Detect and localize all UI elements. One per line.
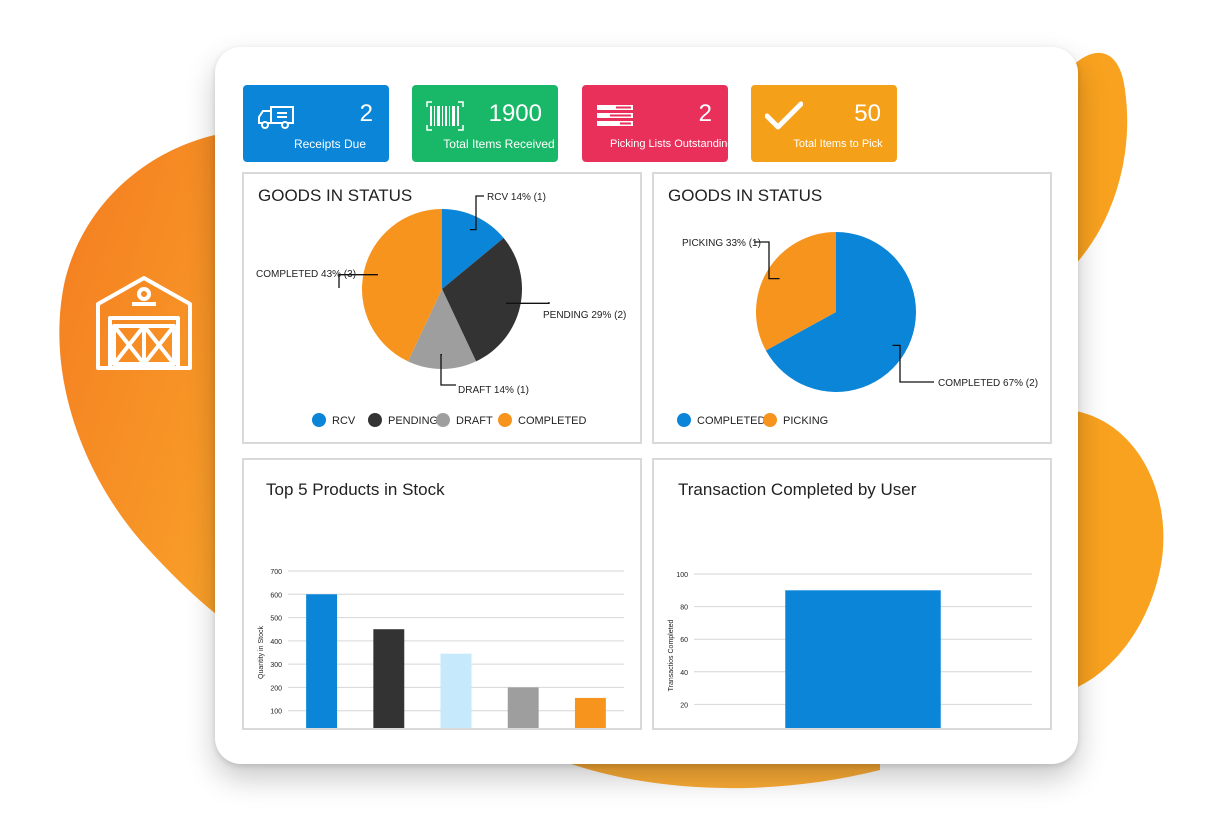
bar-tim-payne[interactable]: [785, 590, 940, 728]
bar-chart-transactions: 020406080100Tim PayneUserTransactios Com…: [654, 460, 1050, 728]
pie-chart-1: RCV 14% (1) PENDING 29% (2) DRAFT 14% (1) C…: [244, 174, 640, 442]
y-tick-label: 20: [680, 702, 688, 709]
bar-1003[interactable]: [373, 629, 404, 728]
y-tick-label: 100: [270, 709, 282, 716]
y-tick-label: 700: [270, 569, 282, 576]
picking-lists-label: Picking Lists Outstanding: [582, 136, 728, 152]
y-axis-label: Transactios Completed: [668, 620, 675, 692]
legend-marker-picking: [763, 413, 777, 427]
goods-in-status-panel-1: GOODS IN STATUS RCV 14% (1) PENDING 29% (…: [242, 172, 642, 444]
receipts-due-label: Receipts Due: [243, 136, 389, 152]
dashboard-card: 2 Receipts Due 1900 Total Items Received: [215, 47, 1078, 764]
checkmark-icon: [765, 101, 803, 131]
total-items-received-label: Total Items Received: [412, 136, 558, 152]
top-products-panel: Top 5 Products in Stock 0100200300400500…: [242, 458, 642, 730]
y-tick-label: 100: [676, 572, 688, 579]
y-tick-label: 40: [680, 670, 688, 677]
warehouse-icon: [92, 270, 196, 374]
legend-label-pending: PENDING: [388, 415, 438, 427]
legend-label-draft: DRAFT: [456, 415, 493, 427]
y-tick-label: 200: [270, 685, 282, 692]
data-label-rcv: RCV 14% (1): [487, 192, 546, 203]
y-tick-label: 400: [270, 639, 282, 646]
bar-1001[interactable]: [575, 698, 606, 728]
items-to-pick-value: 50: [854, 100, 881, 128]
data-label-pending: PENDING 29% (2): [543, 310, 626, 321]
y-tick-label: 60: [680, 637, 688, 644]
legend-marker-completed: [677, 413, 691, 427]
receipts-due-tile[interactable]: 2 Receipts Due: [243, 85, 389, 162]
legend-marker-pending: [368, 413, 382, 427]
picking-lists-value: 2: [699, 100, 712, 128]
legend-label-rcv: RCV: [332, 415, 356, 427]
bar-1005[interactable]: [508, 687, 539, 728]
y-tick-label: 300: [270, 662, 282, 669]
goods-in-status-panel-2: GOODS IN STATUS COMPLETED 67% (2) PICKING…: [652, 172, 1052, 444]
items-to-pick-label: Total Items to Pick: [751, 136, 897, 152]
receipts-due-value: 2: [360, 100, 373, 128]
legend-marker-rcv: [312, 413, 326, 427]
legend-marker-draft: [436, 413, 450, 427]
total-items-received-value: 1900: [489, 100, 542, 128]
list-icon: [596, 101, 634, 131]
legend-label-completed: COMPLETED: [518, 415, 587, 427]
legend-marker-completed: [498, 413, 512, 427]
data-label-completed: COMPLETED 43% (3): [256, 269, 356, 280]
data-label-draft: DRAFT 14% (1): [458, 385, 529, 396]
bottom-right-orange-blob: [1070, 410, 1163, 690]
legend-label-picking: PICKING: [783, 415, 828, 427]
y-tick-label: 600: [270, 592, 282, 599]
truck-icon: [257, 101, 295, 131]
transactions-panel: Transaction Completed by User 0204060801…: [652, 458, 1052, 730]
data-label-picking: PICKING 33% (1): [682, 238, 761, 249]
barcode-icon: [426, 101, 464, 131]
y-axis-label: Quantity in Stock: [258, 626, 265, 679]
bar-1002[interactable]: [441, 654, 472, 728]
bar-chart-products: 0100200300400500600700100410031002100510…: [244, 460, 640, 728]
y-tick-label: 80: [680, 605, 688, 612]
items-to-pick-tile[interactable]: 50 Total Items to Pick: [751, 85, 897, 162]
total-items-received-tile[interactable]: 1900 Total Items Received: [412, 85, 558, 162]
y-tick-label: 500: [270, 616, 282, 623]
picking-lists-tile[interactable]: 2 Picking Lists Outstanding: [582, 85, 728, 162]
left-orange-blob: [59, 135, 230, 625]
data-label-completed: COMPLETED 67% (2): [938, 378, 1038, 389]
pie-chart-2: COMPLETED 67% (2) PICKING 33% (1) COMPLETE…: [654, 174, 1050, 442]
legend-label-completed: COMPLETED: [697, 415, 766, 427]
bar-1004[interactable]: [306, 594, 337, 728]
